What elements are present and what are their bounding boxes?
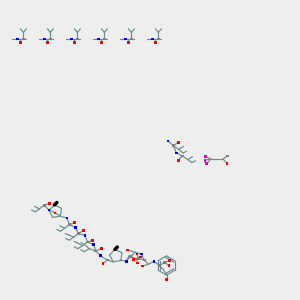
Bar [70,38,73,40]
Bar [22,38,25,40]
Bar [177,159,180,161]
Bar [157,38,160,40]
Bar [139,256,142,258]
Bar [137,257,140,260]
Bar [158,264,161,267]
Bar [226,155,229,157]
Bar [77,232,80,235]
Bar [16,38,19,40]
Bar [136,262,139,265]
Bar [97,38,100,40]
Bar [74,221,76,224]
Bar [205,163,208,165]
Bar [154,41,157,44]
Bar [125,260,128,263]
Bar [153,260,155,263]
Bar [129,255,132,258]
Bar [102,262,104,265]
Bar [84,234,86,237]
Bar [19,41,22,44]
Bar [68,223,71,226]
Bar [48,202,51,205]
Bar [100,247,103,250]
Bar [125,260,128,263]
Bar [76,38,79,40]
Bar [103,38,106,40]
Bar [73,41,76,44]
Bar [168,259,171,262]
Bar [74,226,77,229]
Bar [48,209,50,211]
Bar [130,38,133,40]
Bar [177,141,180,143]
Bar [175,152,178,154]
Bar [54,212,56,214]
Bar [136,253,138,256]
Bar [126,248,129,251]
Bar [92,239,94,242]
Bar [164,261,166,264]
Bar [86,241,89,243]
Bar [43,38,46,40]
Bar [106,259,109,261]
Bar [127,41,130,44]
Bar [132,258,135,261]
Bar [92,243,95,246]
Bar [66,217,68,219]
Bar [94,250,97,252]
Bar [49,38,52,40]
Bar [226,162,229,164]
Bar [181,155,184,157]
Bar [143,259,145,261]
Bar [204,159,206,161]
Bar [99,254,102,257]
Bar [204,155,207,158]
Bar [141,265,144,268]
Bar [46,41,49,44]
Bar [167,140,169,142]
Bar [151,38,154,40]
Bar [43,204,46,207]
Bar [165,278,168,280]
Bar [135,257,138,260]
Bar [140,253,143,256]
Bar [172,144,175,147]
Bar [82,229,85,232]
Bar [168,264,170,267]
Bar [100,41,103,44]
Bar [124,38,127,40]
